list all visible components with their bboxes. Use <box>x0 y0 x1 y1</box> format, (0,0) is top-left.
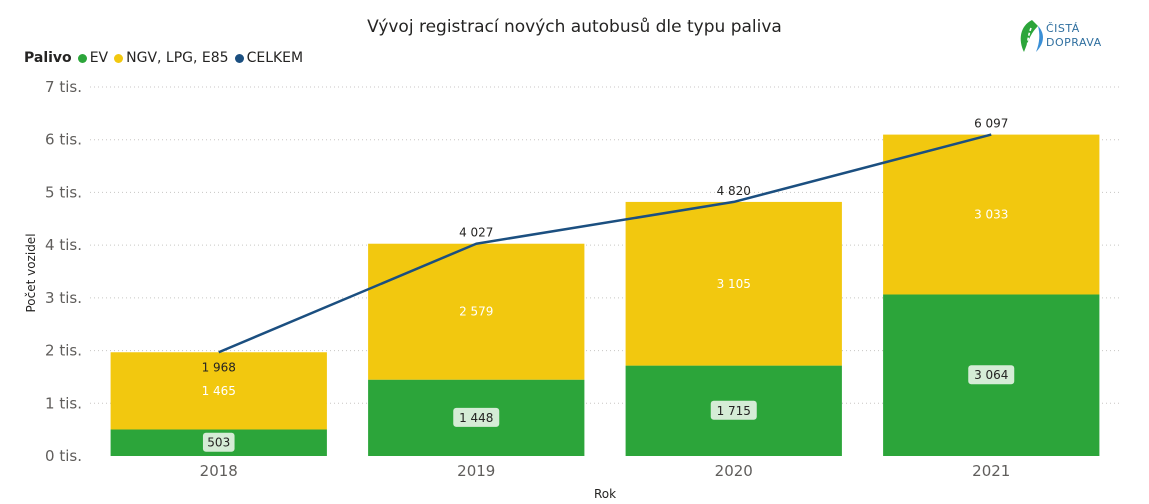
ev-value-label: 1 715 <box>717 404 751 418</box>
ev-label-background <box>968 365 1015 385</box>
y-tick-label: 3 tis. <box>45 289 82 307</box>
legend-label-ngv: NGV, LPG, E85 <box>126 50 229 66</box>
total-line <box>218 133 992 354</box>
legend-marker-celkem <box>234 53 244 63</box>
celkem-line <box>218 133 992 354</box>
celkem-value-label: 4 027 <box>459 226 493 240</box>
road-leaf-icon <box>1020 20 1043 52</box>
ev-label-background <box>710 400 757 420</box>
x-axis-title: Rok <box>594 487 616 501</box>
ev-value-label: 503 <box>207 436 230 450</box>
ev-value-label: 3 064 <box>974 368 1008 382</box>
ngv-value-label: 1 465 <box>202 384 236 398</box>
x-tick-label: 2019 <box>457 462 495 480</box>
ev-value-label: 1 448 <box>459 411 493 425</box>
bar-ngv <box>368 243 585 380</box>
y-tick-label: 1 tis. <box>45 394 82 412</box>
ev-label-background <box>202 432 235 452</box>
logo-text: ČISTÁ DOPRAVA <box>1046 22 1102 50</box>
y-tick-label: 0 tis. <box>45 447 82 465</box>
legend: Palivo EV NGV, LPG, E85 CELKEM <box>24 50 309 66</box>
y-axis: 0 tis. 1 tis. 2 tis. 3 tis. 4 tis. 5 tis. 6 ti… <box>45 78 82 465</box>
legend-marker-ev <box>77 53 87 63</box>
y-axis-title: Počet vozidel <box>24 233 38 312</box>
y-tick-label: 5 tis. <box>45 183 82 201</box>
x-axis: 2018 2019 2020 2021 <box>200 462 1011 480</box>
bar-ngv <box>110 352 327 430</box>
chart-title: Vývoj registrací nových autobusů dle typ… <box>367 17 782 37</box>
legend-item-celkem[interactable]: CELKEM <box>234 50 304 66</box>
x-tick-label: 2021 <box>972 462 1010 480</box>
legend-item-ev[interactable]: EV <box>77 50 109 66</box>
bar-ngv <box>625 201 842 366</box>
y-tick-label: 2 tis. <box>45 342 82 360</box>
celkem-value-label: 1 968 <box>202 360 236 374</box>
cista-doprava-logo: ČISTÁ DOPRAVA <box>1014 18 1124 58</box>
x-tick-label: 2020 <box>715 462 753 480</box>
y-tick-label: 4 tis. <box>45 236 82 254</box>
ngv-value-label: 3 105 <box>717 277 751 291</box>
y-tick-label: 7 tis. <box>45 78 82 96</box>
legend-title: Palivo <box>24 50 72 66</box>
ngv-value-label: 2 579 <box>459 305 493 319</box>
data-labels: 503 1 465 1 448 2 579 1 715 3 105 3 064 3 033 1 … <box>202 117 1015 452</box>
x-tick-label: 2018 <box>200 462 238 480</box>
ev-label-background <box>453 407 500 427</box>
logo-line-2: DOPRAVA <box>1046 36 1102 49</box>
celkem-value-label: 6 097 <box>974 117 1008 131</box>
celkem-value-label: 4 820 <box>717 184 751 198</box>
y-tick-label: 6 tis. <box>45 131 82 149</box>
bars <box>110 134 1100 456</box>
legend-label-celkem: CELKEM <box>246 50 304 66</box>
legend-item-ngv[interactable]: NGV, LPG, E85 <box>114 50 229 66</box>
legend-marker-ngv <box>114 53 124 63</box>
logo-line-1: ČISTÁ <box>1046 22 1080 35</box>
legend-label-ev: EV <box>89 50 109 66</box>
bar-ngv <box>883 134 1100 295</box>
ngv-value-label: 3 033 <box>974 208 1008 222</box>
